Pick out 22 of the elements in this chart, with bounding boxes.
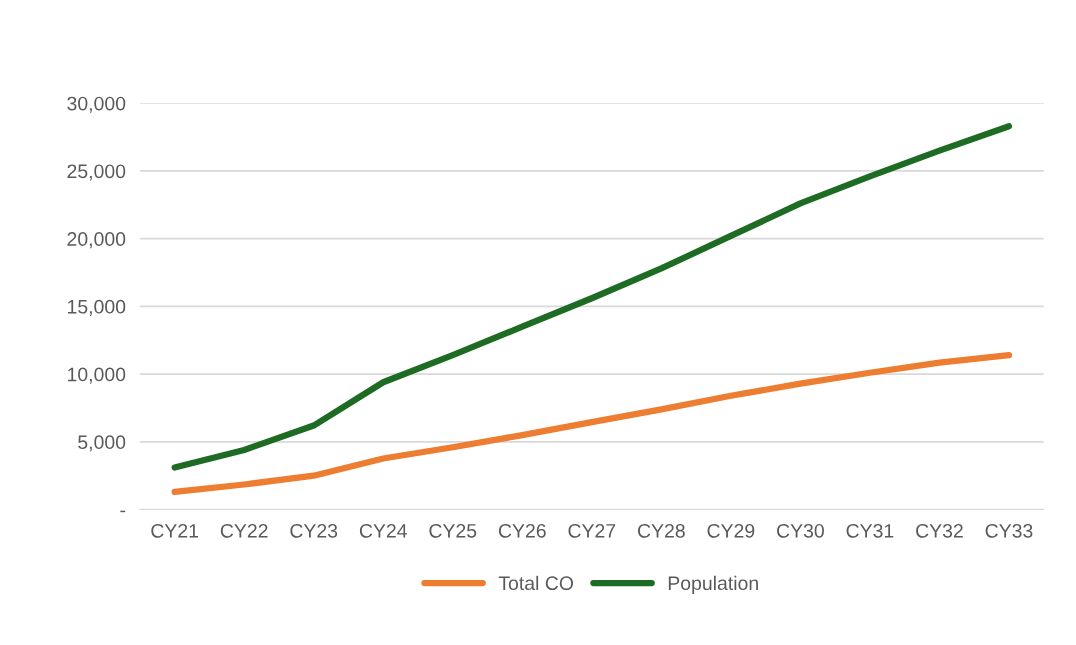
y-tick-label: 15,000 [68,299,126,316]
x-tick-label: CY26 [498,523,546,538]
x-tick-label: CY25 [429,523,477,538]
x-tick-label: CY31 [846,523,894,538]
x-tick-label: CY30 [777,523,824,538]
x-tick-label: CY27 [568,523,616,538]
x-tick-label: CY22 [220,523,268,538]
x-tick-label: CY24 [359,523,407,538]
legend-label: Population [668,575,758,594]
x-tick-label: CY21 [151,523,199,538]
y-tick-label: 30,000 [67,96,126,113]
y-tick-label: 25,000 [67,164,126,181]
legend-label: Total CO [498,575,574,591]
y-tick-label: 10,000 [68,367,126,384]
y-tick-label: - [120,510,126,513]
y-tick-label: 5,000 [78,435,126,452]
x-tick-label: CY23 [290,523,338,538]
x-tick-label: CY29 [707,523,755,538]
x-tick-label: CY28 [637,523,685,538]
x-tick-label: CY32 [916,523,963,538]
x-tick-label: CY33 [985,523,1033,538]
y-tick-label: 20,000 [67,232,126,249]
